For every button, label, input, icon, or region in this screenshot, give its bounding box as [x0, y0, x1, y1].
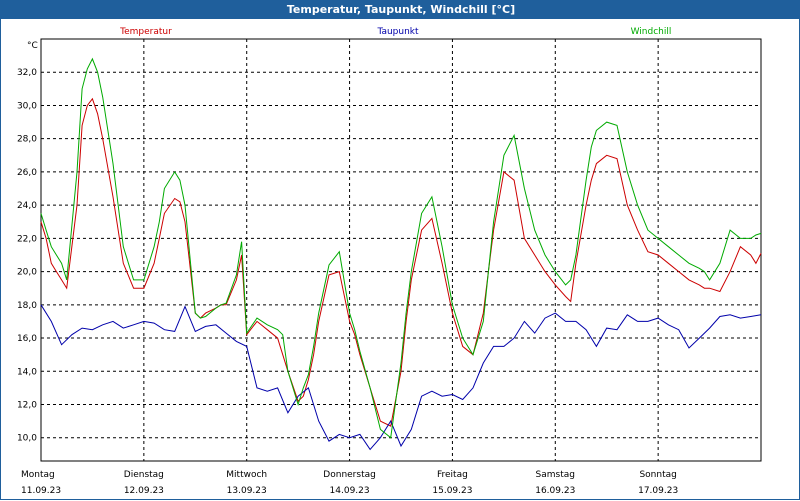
plot-area: [40, 38, 762, 462]
x-tick-day: Donnerstag: [323, 470, 376, 480]
y-tick-label: 12,0: [17, 401, 37, 411]
x-tick-day: Dienstag: [124, 470, 164, 480]
y-tick-label: 22,0: [17, 234, 37, 244]
grid: [41, 39, 761, 461]
legend-label-taupunkt: Taupunkt: [376, 27, 419, 37]
series-line-windchill: [40, 57, 762, 439]
series-line-taupunkt: [40, 304, 762, 451]
x-tick-day: Montag: [21, 470, 55, 480]
x-tick-date: 13.09.23: [227, 486, 267, 496]
legend-label-windchill: Windchill: [631, 27, 672, 37]
y-tick-label: 26,0: [17, 168, 37, 178]
y-axis: 32,0 30,0 28,0 26,0 24,0 22,0 20,0 18,0 16,0 14,0…: [17, 68, 37, 444]
x-tick-date: 15.09.23: [432, 486, 472, 496]
x-tick-date: 14.09.23: [330, 486, 370, 496]
y-tick-label: 30,0: [17, 101, 37, 111]
series-lines: [40, 57, 762, 451]
x-tick-date: 17.09.23: [638, 486, 678, 496]
y-tick-label: 24,0: [17, 201, 37, 211]
y-tick-label: 32,0: [17, 68, 37, 78]
y-axis-label: °C: [27, 41, 38, 51]
legend: Temperatur Taupunkt Windchill: [119, 27, 671, 37]
x-tick-date: 12.09.23: [124, 486, 164, 496]
x-tick-day: Samstag: [536, 470, 575, 480]
y-tick-label: 14,0: [17, 367, 37, 377]
x-axis: Montag 11.09.23 Dienstag 12.09.23 Mittwoch 13…: [21, 470, 678, 496]
y-tick-label: 10,0: [17, 434, 37, 444]
y-tick-label: 28,0: [17, 135, 37, 145]
x-tick-date: 16.09.23: [535, 486, 575, 496]
legend-label-temperatur: Temperatur: [119, 27, 172, 37]
y-tick-label: 18,0: [17, 301, 37, 311]
y-tick-label: 20,0: [17, 268, 37, 278]
chart-title: Temperatur, Taupunkt, Windchill [°C]: [1, 1, 800, 19]
x-tick-day: Sonntag: [639, 470, 676, 480]
x-tick-day: Freitag: [437, 470, 468, 480]
x-tick-date: 11.09.23: [21, 486, 61, 496]
x-tick-day: Mittwoch: [226, 470, 267, 480]
y-tick-label: 16,0: [17, 334, 37, 344]
